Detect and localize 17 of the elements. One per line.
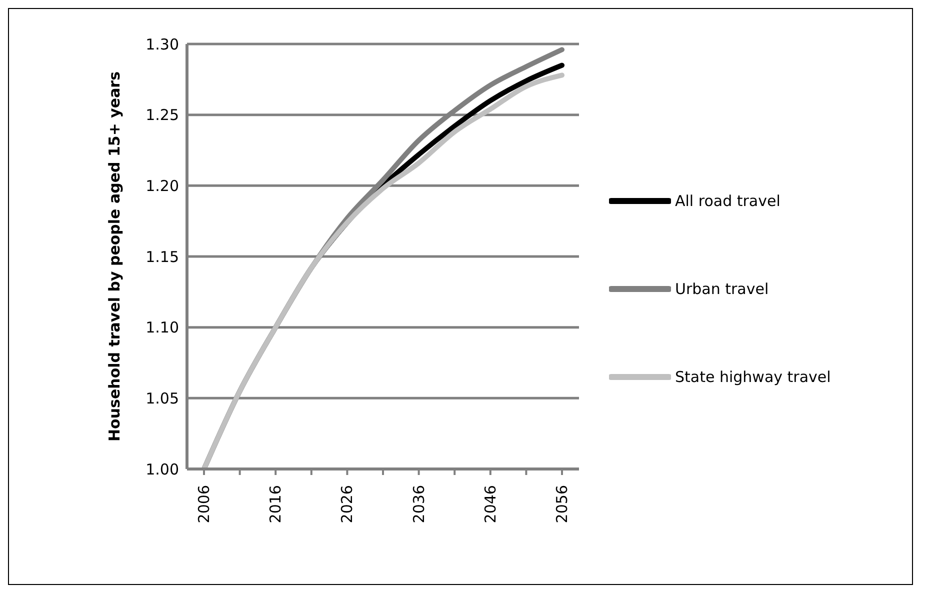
y-tick-label: 1.20	[146, 176, 179, 195]
legend-label: State highway travel	[675, 368, 831, 386]
legend-label: Urban travel	[675, 280, 769, 298]
y-tick-label: 1.00	[146, 460, 179, 478]
legend-label: All road travel	[675, 192, 780, 210]
x-tick-label: 2006	[195, 485, 213, 524]
y-tick-label: 1.25	[146, 106, 179, 124]
y-tick-label: 1.30	[146, 35, 179, 54]
x-tick-label: 2056	[553, 485, 571, 524]
y-axis-title: Household travel by people aged 15+ years	[105, 71, 124, 442]
x-tick-label: 2036	[410, 485, 428, 524]
y-tick-label: 1.10	[146, 318, 179, 337]
y-tick-label: 1.05	[146, 389, 179, 408]
x-tick-label: 2026	[338, 485, 356, 524]
y-tick-label: 1.15	[146, 248, 179, 266]
x-tick-label: 2046	[481, 485, 500, 524]
x-tick-label: 2016	[266, 485, 285, 524]
